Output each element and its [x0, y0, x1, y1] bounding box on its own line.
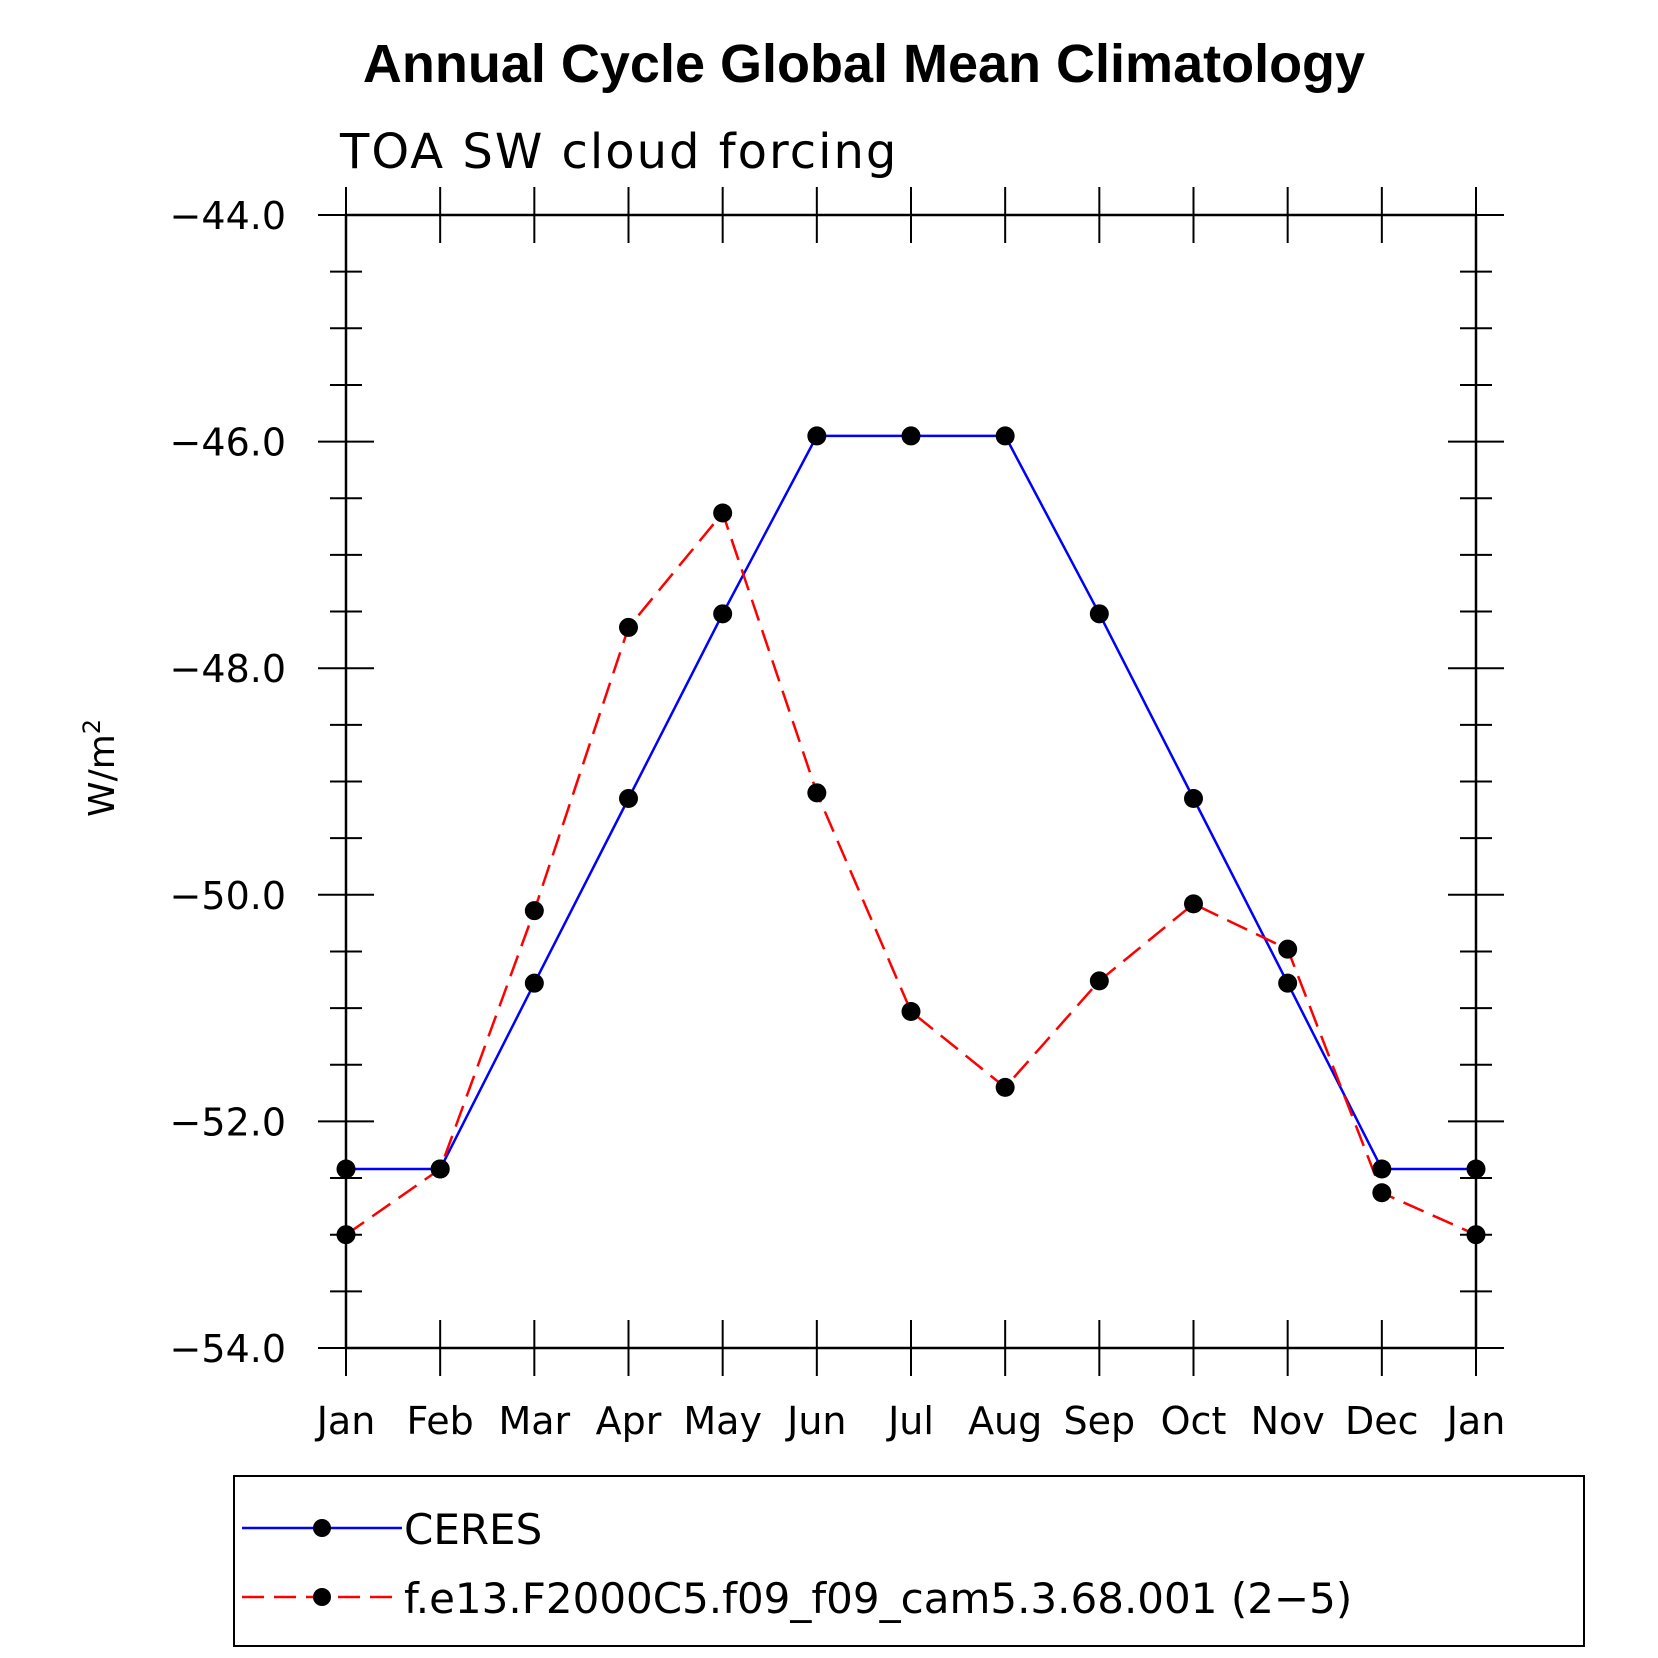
series-1-point [524, 901, 544, 921]
legend-box [233, 1475, 1585, 1647]
y-tick-label: −44.0 [170, 194, 286, 238]
series-0-point [1089, 604, 1109, 624]
y-tick-label: −46.0 [170, 421, 286, 465]
x-tick-label: May [683, 1399, 762, 1443]
series-layer [336, 426, 1486, 1245]
series-0-point [336, 1159, 356, 1179]
chart-title: Annual Cycle Global Mean Climatology [363, 34, 1365, 94]
x-tick-label: Jan [1445, 1399, 1506, 1443]
x-tick-label: Jul [886, 1399, 934, 1443]
y-tick-label: −52.0 [170, 1100, 286, 1144]
series-1-point [1372, 1183, 1392, 1203]
legend: CERES f.e13.F2000C5.f09_f09_cam5.3.68.00… [233, 1475, 1585, 1647]
series-1-point [901, 1001, 921, 1021]
series-1-point [1466, 1225, 1486, 1245]
y-axis: −54.0 −52.0 −50.0 −48.0 −46.0 −44.0 [170, 194, 1504, 1371]
series-0-point [713, 604, 733, 624]
series-0-point [1278, 973, 1298, 993]
y-tick-label: −54.0 [170, 1327, 286, 1371]
series-0-point [524, 973, 544, 993]
series-1-point [1184, 894, 1203, 914]
series-1-point [430, 1159, 450, 1179]
x-tick-label: Sep [1064, 1399, 1136, 1443]
series-0-point [1372, 1159, 1392, 1179]
legend-label-ceres: CERES [404, 1505, 542, 1554]
y-tick-label: −50.0 [170, 874, 286, 918]
series-1-point [336, 1225, 356, 1245]
series-0-point [807, 426, 827, 446]
series-1-point [995, 1077, 1015, 1097]
x-tick-label: Dec [1345, 1399, 1419, 1443]
legend-marker-model [313, 1588, 331, 1606]
x-axis: Jan Feb Mar Apr May Jun Jul Aug Sep Oct Nov Dec Jan [315, 187, 1506, 1443]
series-0-point [901, 426, 921, 446]
x-tick-label: Feb [407, 1399, 474, 1443]
series-1-point [619, 617, 638, 637]
x-tick-label: Oct [1161, 1399, 1227, 1443]
x-tick-label: Jan [315, 1399, 376, 1443]
x-tick-label: Jun [785, 1399, 846, 1443]
series-1-point [713, 503, 733, 523]
y-tick-label: −48.0 [170, 647, 286, 691]
series-1-point [1089, 971, 1109, 991]
series-0-point [1466, 1159, 1486, 1179]
series-line-0 [346, 434, 1476, 1171]
plot-frame [344, 213, 1478, 1350]
x-tick-label: Nov [1251, 1399, 1325, 1443]
x-tick-label: Aug [968, 1399, 1042, 1443]
series-0-point [1184, 788, 1203, 808]
x-tick-label: Apr [596, 1399, 662, 1443]
plot-border [344, 213, 1478, 1350]
legend-label-model: f.e13.F2000C5.f09_f09_cam5.3.68.001 (2−5… [404, 1574, 1352, 1623]
series-0-point [995, 426, 1015, 446]
series-0-point [619, 788, 638, 808]
chart-subtitle: TOA SW cloud forcing [339, 124, 898, 180]
series-1-point [807, 783, 827, 803]
x-tick-label: Mar [498, 1399, 570, 1443]
series-line-1 [345, 510, 1477, 1236]
series-1-point [1278, 939, 1298, 959]
y-axis-label: W/m2 [78, 719, 123, 817]
legend-marker-ceres [313, 1519, 331, 1537]
